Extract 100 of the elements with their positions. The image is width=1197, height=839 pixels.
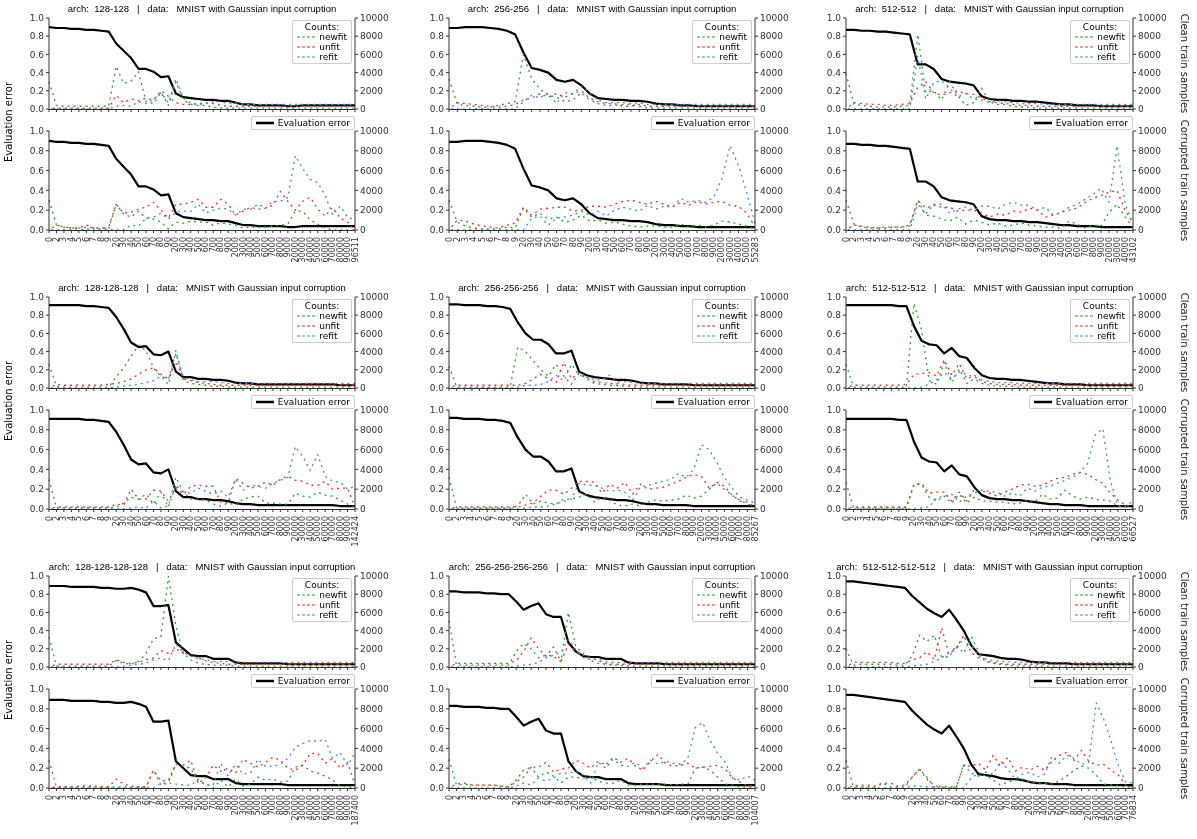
x-tick-label: 40 [924, 516, 934, 527]
x-tick-label: 8 [96, 516, 106, 522]
y-tick-label: 0.4 [429, 346, 445, 357]
y-axis-title: Evaluation error [2, 360, 14, 442]
y-tick-label: 0.0 [826, 104, 842, 115]
x-tick-label: 20 [511, 795, 521, 806]
x-tick-label: 60000 [1113, 795, 1123, 821]
y2-tick-label: 8000 [1138, 703, 1162, 714]
y2-tick-label: 10000 [360, 405, 389, 416]
x-tick-label: 500 [1000, 237, 1010, 253]
legend-label: Evaluation error [677, 118, 750, 128]
y-tick-label: 0.4 [826, 464, 842, 475]
x-tick-label: 90 [163, 237, 173, 248]
x-tick-label: 70 [551, 516, 561, 527]
x-tick-label: 2 [451, 795, 461, 801]
x-tick-label: 30 [521, 516, 530, 527]
y-tick-label: 1.0 [429, 405, 445, 416]
line-series [48, 738, 356, 788]
y2-tick-label: 8000 [760, 31, 784, 42]
x-tick-label: 90 [576, 237, 586, 248]
x-tick-label: 3 [59, 516, 69, 522]
x-tick-label: 600 [201, 237, 211, 253]
y-tick-label: 0.8 [826, 145, 842, 156]
x-tick-label: 5 [74, 795, 84, 801]
x-tick-label: 20000 [717, 237, 727, 263]
legend-label: unfit [319, 42, 340, 52]
x-tick-label: 3 [857, 237, 867, 243]
y2-tick-label: 10000 [1138, 13, 1167, 24]
y2-tick-label: 10000 [760, 684, 789, 695]
y-tick-label: 0.4 [429, 464, 445, 475]
x-tick-label: 800 [616, 795, 626, 811]
y2-tick-label: 4000 [1138, 464, 1162, 475]
x-tick-label: 4 [66, 237, 76, 243]
y-tick-label: 0.2 [29, 484, 44, 495]
x-tick-label: 200 [574, 516, 584, 532]
line-series [845, 481, 1134, 509]
x-tick-label: 20 [111, 237, 121, 248]
x-tick-label: 60000 [727, 516, 737, 542]
x-tick-label: 70 [944, 795, 954, 806]
y2-tick-label: 0 [1138, 104, 1144, 115]
y2-tick-label: 2000 [760, 484, 784, 495]
y2-tick-label: 2000 [760, 763, 784, 774]
x-tick-label: 40000 [305, 795, 315, 821]
legend-label: refit [1097, 331, 1116, 341]
y-tick-label: 0.4 [826, 346, 842, 357]
y2-tick-label: 6000 [360, 444, 384, 455]
x-tick-label: 6 [485, 237, 495, 243]
y2-tick-label: 6000 [1138, 444, 1162, 455]
x-tick-label: 60000 [720, 795, 730, 821]
x-tick-label: 20000 [1104, 237, 1114, 263]
y-tick-label: 0.6 [29, 607, 45, 618]
x-tick-label: 2000 [1030, 516, 1040, 537]
x-tick-label: 40000 [712, 516, 722, 542]
x-tick-label: 9000 [283, 795, 293, 816]
x-tick-label: 50 [937, 237, 947, 248]
x-tick-label: 400 [981, 795, 991, 811]
x-tick-label: 9 [510, 237, 520, 243]
x-tick-label: 50 [536, 516, 546, 527]
legend-label: Evaluation error [1055, 397, 1128, 407]
y2-tick-label: 4000 [360, 185, 384, 196]
x-tick-label: 400 [985, 516, 994, 532]
x-tick-label: 800 [634, 237, 644, 253]
x-tick-label: 30000 [725, 237, 735, 263]
x-tick-label: 200 [969, 516, 979, 532]
x-tick-label: 300 [578, 795, 588, 811]
legend-title: Counts: [303, 22, 341, 32]
x-tick-label: 5000 [1052, 516, 1062, 537]
y-tick-label: 0.2 [826, 86, 841, 96]
x-tick-label: 60 [543, 516, 553, 527]
x-tick-label: 70000 [735, 516, 745, 542]
y-tick-label: 0.6 [826, 723, 842, 734]
y-tick-label: 0.8 [826, 310, 842, 321]
y2-tick-label: 2000 [1138, 643, 1162, 654]
x-tick-label: 7 [89, 237, 99, 243]
x-tick-label: 6000 [260, 795, 270, 816]
x-tick-label: 8 [96, 795, 106, 801]
y2-tick-label: 8000 [760, 424, 784, 435]
x-tick-label: 8000 [681, 516, 691, 537]
line-series [845, 55, 1134, 109]
x-tick-label: 9 [901, 516, 911, 522]
x-tick-label: 76834 [1128, 795, 1138, 821]
y-tick-label: 0.8 [29, 31, 45, 42]
legend-label: unfit [719, 321, 740, 331]
x-tick-label: 0 [444, 795, 454, 801]
x-tick-label: 90 [969, 237, 979, 248]
x-tick-label: 9000 [709, 237, 719, 258]
y-tick-label: 0.4 [29, 464, 45, 475]
y2-tick-label: 2000 [1138, 763, 1162, 774]
x-tick-label: 187400 [350, 795, 360, 826]
legend-label: unfit [319, 321, 340, 331]
x-tick-label: 40 [922, 795, 932, 806]
y-tick-label: 0.4 [429, 625, 445, 636]
x-tick-label: 40 [526, 795, 536, 806]
y2-tick-label: 0 [360, 104, 366, 115]
y-tick-label: 1.0 [826, 405, 842, 416]
x-tick-label: 50000 [313, 795, 323, 821]
y2-tick-label: 8000 [360, 31, 384, 42]
line-series [447, 303, 757, 387]
y2-tick-label: 8000 [360, 703, 384, 714]
x-tick-label: 30000 [298, 516, 308, 542]
